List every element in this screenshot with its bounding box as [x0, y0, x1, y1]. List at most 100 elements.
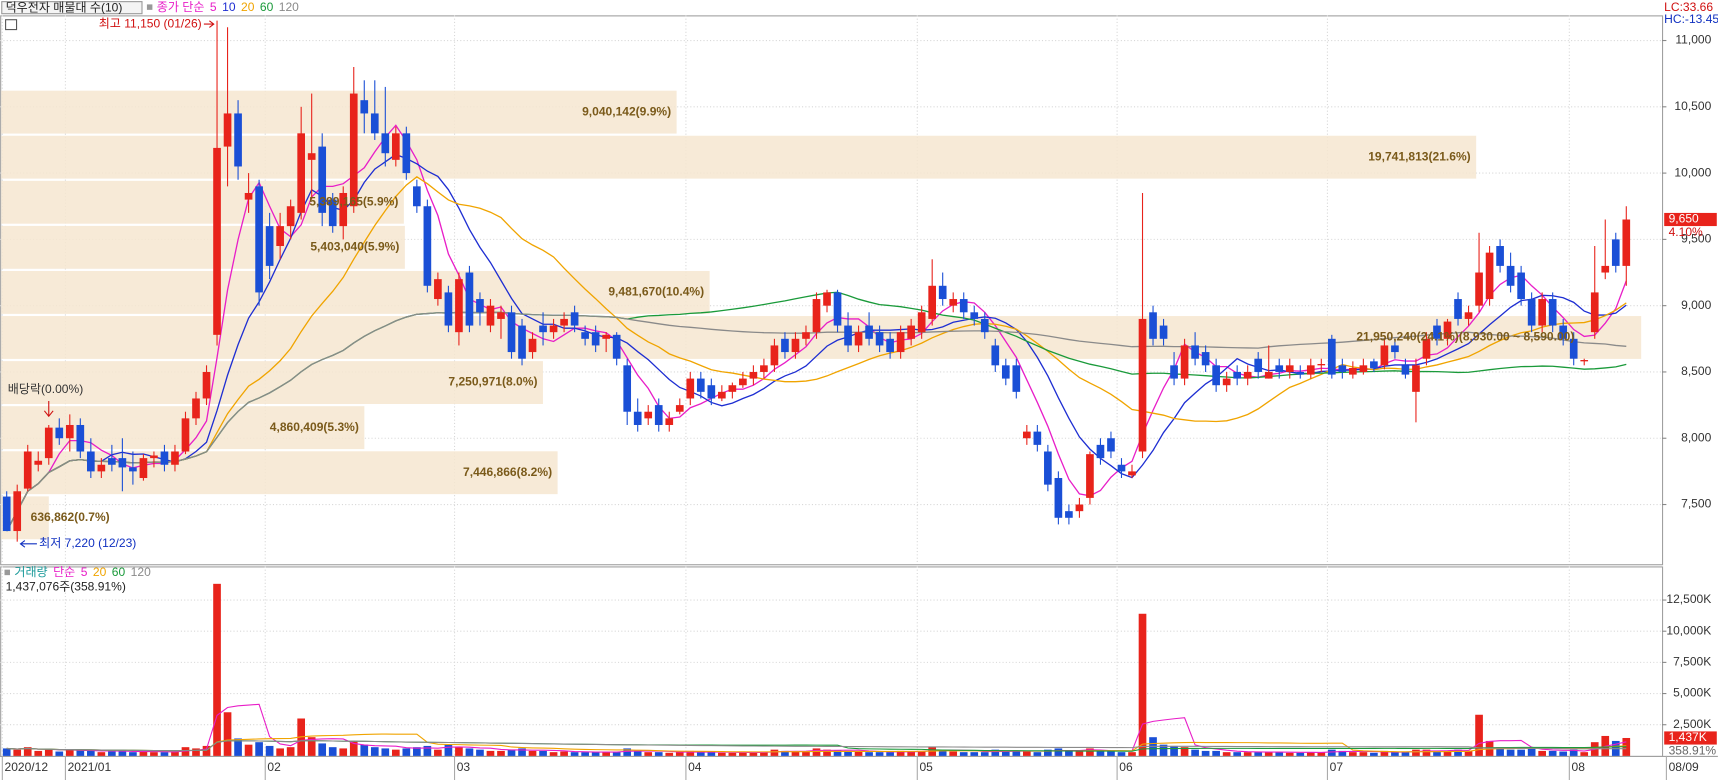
- candle-body: [34, 460, 43, 465]
- volume-bar: [213, 583, 221, 756]
- candle-body: [339, 192, 348, 227]
- candle-body: [402, 133, 411, 174]
- volume-bar: [202, 745, 211, 756]
- candle-body: [718, 391, 726, 399]
- candle-body: [423, 206, 432, 286]
- volume-bar: [370, 747, 379, 756]
- candle-body: [255, 186, 263, 293]
- candle-body: [696, 378, 705, 392]
- candle-body: [1149, 312, 1157, 339]
- volume-bar: [381, 748, 390, 756]
- chart-title: 덕우전자 매물대 수(10): [6, 0, 123, 14]
- volume-ma-title: 단순: [53, 565, 75, 579]
- last-volume-ratio: 358.91%: [1669, 743, 1717, 757]
- candle-body: [97, 464, 106, 472]
- volume-bar: [917, 750, 926, 756]
- volume-bar: [192, 748, 200, 756]
- candle-body: [328, 199, 337, 227]
- candle-body: [760, 365, 768, 372]
- y-tick-label: 7,500: [1681, 497, 1711, 511]
- volume-bar: [118, 750, 127, 756]
- candle-body: [139, 458, 148, 479]
- candle-body: [749, 371, 758, 379]
- volume-bar: [497, 750, 505, 756]
- candle-body: [928, 285, 937, 319]
- candle-body: [728, 385, 737, 392]
- candle-body: [129, 467, 137, 472]
- volume-legend: 거래량 단순 5 20 60 120: [14, 565, 151, 579]
- candle-body: [549, 325, 558, 333]
- candle-body: [1065, 511, 1073, 518]
- volume-bar: [612, 751, 621, 756]
- volume-profile-band: [1, 180, 404, 224]
- candle-body: [171, 451, 179, 465]
- candle-body: [1180, 345, 1189, 379]
- candle-body: [1275, 365, 1284, 372]
- candle-body: [181, 418, 190, 452]
- x-tick-label: 2020/12: [5, 760, 49, 774]
- volume-bar: [1370, 752, 1378, 756]
- candle-body: [1191, 345, 1199, 359]
- candle-body: [192, 398, 200, 419]
- candle-body: [1317, 364, 1326, 366]
- candle-body: [1433, 325, 1441, 339]
- volume-bar: [86, 750, 95, 756]
- price-panel: [0, 15, 1664, 566]
- candle-body: [276, 226, 284, 247]
- volume-bar: [591, 752, 600, 756]
- candle-body: [23, 451, 32, 489]
- volume-bar: [1212, 750, 1220, 756]
- x-tick-label: 02: [267, 760, 281, 774]
- volume-title: 거래량: [14, 565, 47, 579]
- volume-bar: [1033, 752, 1042, 756]
- volume-bar: [1559, 751, 1568, 756]
- band-label: 5,403,040(5.9%): [310, 240, 399, 254]
- candle-body: [570, 312, 579, 326]
- table-icon: [5, 19, 18, 31]
- band-label: 19,741,813(21.6%): [1368, 149, 1470, 163]
- candle-body: [665, 418, 674, 425]
- candle-body: [13, 491, 22, 532]
- candle-body: [234, 113, 242, 167]
- candle-body: [1601, 265, 1610, 273]
- candle-body: [644, 411, 653, 419]
- volume-bar: [1380, 750, 1389, 756]
- volume-bar: [1054, 748, 1063, 756]
- volume-bar: [528, 750, 537, 756]
- x-tick-label: 04: [688, 760, 702, 774]
- volume-bar: [1107, 751, 1115, 756]
- candle-body: [980, 318, 989, 333]
- volume-bar: [1412, 749, 1420, 756]
- candle-body: [1527, 299, 1536, 326]
- band-label: 9,040,142(9.9%): [582, 104, 671, 118]
- candle-body: [360, 100, 369, 114]
- volume-bar: [465, 748, 474, 756]
- candle-body: [1506, 265, 1515, 286]
- candle-body: [938, 285, 947, 300]
- volume-bar: [1086, 748, 1094, 756]
- candle-body: [1306, 365, 1315, 375]
- volume-bar: [1338, 750, 1347, 756]
- candle-body: [1401, 365, 1410, 375]
- volume-bar: [707, 752, 716, 756]
- volume-bar: [1317, 752, 1326, 756]
- candle-body: [865, 325, 873, 339]
- legend-entry: 60: [112, 565, 126, 579]
- last-change: 4.10%: [1669, 225, 1703, 239]
- candle-body: [413, 186, 421, 207]
- candle-body: [612, 334, 621, 359]
- volume-bar: [1506, 749, 1515, 756]
- x-tick-label: 06: [1119, 760, 1133, 774]
- volume-bar: [823, 749, 831, 756]
- candle-body: [812, 299, 821, 333]
- legend-entry: 5: [81, 565, 88, 579]
- volume-bar: [1222, 752, 1231, 756]
- candle-body: [686, 378, 695, 399]
- candle-body: [633, 411, 642, 425]
- volume-bar: [654, 752, 663, 756]
- candle-body: [1422, 338, 1431, 359]
- volume-bar: [1022, 751, 1031, 756]
- volume-bar: [402, 748, 411, 756]
- candle-body: [370, 113, 379, 134]
- candle-body: [455, 279, 463, 333]
